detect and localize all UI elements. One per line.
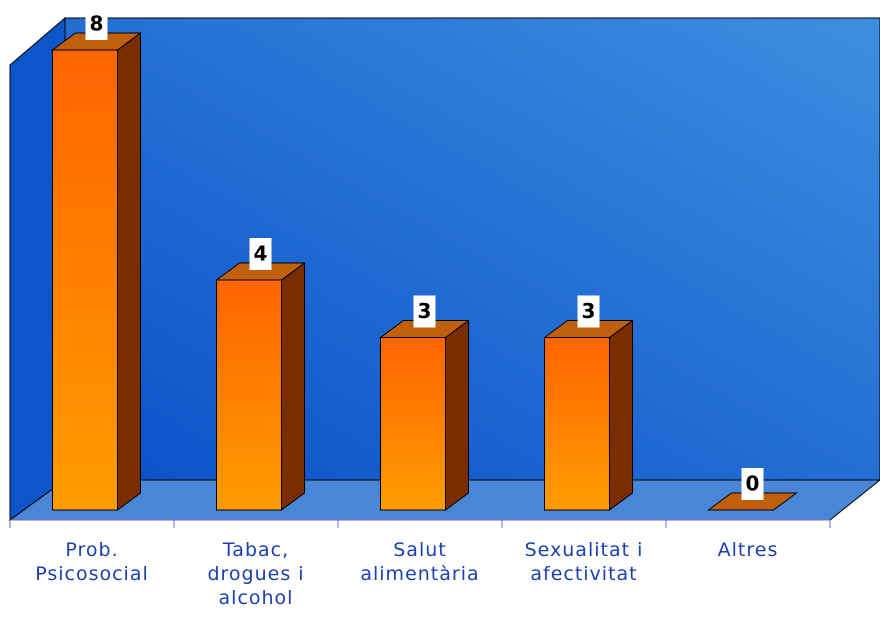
bar-top [542, 320, 635, 338]
x-tick-label: Tabac, drogues i alcohol [207, 539, 305, 609]
bar [216, 279, 282, 511]
value-label: 8 [90, 12, 104, 36]
bar-top [50, 32, 143, 51]
bar-side [609, 319, 633, 511]
bar [52, 49, 118, 511]
value-label-box [249, 238, 272, 270]
x-tick-label: Salut alimentària [360, 539, 480, 585]
value-label-box [85, 8, 108, 40]
bar-top [378, 320, 471, 338]
value-label: 4 [254, 242, 268, 266]
bar-side [445, 319, 469, 511]
bar-side [281, 262, 305, 511]
x-tick-label: Sexualitat i afectivitat [524, 539, 644, 585]
bar-top [214, 262, 307, 281]
value-label: 0 [746, 472, 760, 496]
bar-side [117, 32, 141, 511]
x-tick-label: Altres [717, 539, 779, 561]
bar [544, 337, 610, 511]
value-label-box [413, 295, 436, 328]
x-tick-label: Prob. Psicosocial [35, 539, 149, 585]
value-label: 3 [582, 299, 596, 323]
back-wall [64, 17, 880, 481]
bar [380, 337, 446, 511]
value-label-box [741, 468, 764, 500]
value-label-box [577, 295, 600, 328]
value-label: 3 [418, 299, 432, 323]
bar-top [706, 492, 799, 511]
